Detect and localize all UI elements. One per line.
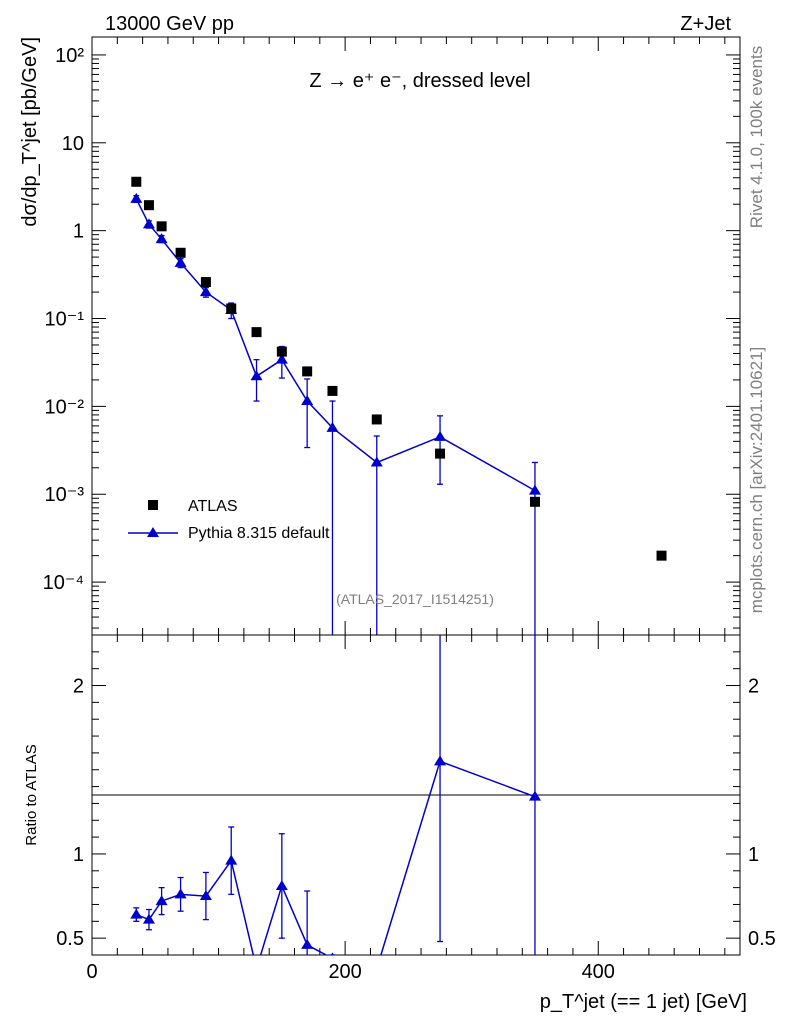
ratio-point (434, 755, 447, 766)
atlas-point (226, 303, 237, 314)
main-y-tick-labels: 10⁻⁴ 10⁻³ 10⁻² 10⁻¹ 1 10 10² (43, 45, 85, 594)
main-y-axis-label: dσ/dp_T^jet [pb/GeV] (19, 37, 41, 227)
atlas-point (371, 414, 382, 425)
ratio-point (155, 895, 168, 906)
ratio-point (330, 952, 335, 955)
main-ytick-label: 10² (55, 45, 84, 67)
header-left-label: 13000 GeV pp (105, 13, 234, 35)
ratio-curve-line (136, 760, 536, 955)
ratio-y-axis-label: Ratio to ATLAS (23, 744, 40, 845)
pythia-point (370, 456, 383, 467)
legend-pythia-label: Pythia 8.315 default (188, 525, 330, 542)
atlas-point (276, 346, 287, 357)
ratio-point (199, 890, 212, 901)
pythia-point (199, 286, 212, 297)
ratio-point (275, 879, 288, 890)
main-title: Z → e⁺ e⁻, dressed level (309, 70, 530, 92)
ratio-ytick-label-right: 2 (748, 676, 759, 698)
pythia-point (326, 421, 339, 432)
pythia-point (174, 256, 187, 267)
atlas-point (251, 327, 262, 338)
main-panel: 10⁻⁴ 10⁻³ 10⁻² 10⁻¹ 1 10 10² Z → e⁺ e⁻, dresse… (19, 36, 741, 636)
main-ytick-label: 1 (73, 221, 84, 243)
ratio-point (251, 962, 263, 972)
pythia-point (130, 192, 143, 203)
ratio-y-tick-labels: 0.5 0.5 1 1 2 2 (56, 676, 776, 951)
pythia-point (142, 218, 155, 229)
x-axis-label: p_T^jet (== 1 jet) [GeV] (540, 991, 747, 1013)
ratio-ytick-label-right: 0.5 (748, 928, 776, 950)
x-tick-label: 400 (582, 961, 615, 983)
ratio-point (528, 790, 541, 801)
atlas-point (656, 550, 667, 561)
ratio-ytick-label-right: 1 (748, 844, 759, 866)
x-tick-label: 200 (328, 961, 361, 983)
ratio-point (174, 888, 187, 899)
main-data-marks (130, 176, 667, 635)
legend-atlas-marker (148, 500, 158, 510)
header-right-label: Z+Jet (680, 13, 731, 35)
atlas-point (529, 496, 540, 507)
legend-atlas-label: ATLAS (188, 498, 238, 515)
atlas-point (143, 200, 154, 211)
atlas-point (327, 385, 338, 396)
x-tick-label: 0 (86, 961, 97, 983)
pythia-point (301, 395, 314, 406)
atlas-point (200, 277, 211, 288)
mcplots-label: mcplots.cern.ch [arXiv:2401.10621] (747, 347, 766, 613)
pythia-point (155, 233, 168, 244)
atlas-point (175, 247, 186, 258)
atlas-point (156, 221, 167, 232)
ratio-point (225, 854, 238, 865)
legend: ATLAS Pythia 8.315 default (128, 498, 330, 542)
ratio-point (371, 962, 383, 972)
pythia-point (275, 353, 288, 364)
ratio-panel: 0.5 0.5 1 1 2 2 0 200 400 Ratio to ATLAS p_T^je… (23, 634, 776, 1013)
main-ytick-label: 10⁻⁴ (43, 572, 84, 594)
atlas-point (131, 176, 142, 187)
pythia-curve-line (135, 198, 536, 492)
ratio-ytick-label-left: 2 (73, 676, 84, 698)
atlas-point (435, 448, 446, 459)
main-ytick-label: 10 (62, 133, 84, 155)
ratio-ytick-label-left: 1 (73, 844, 84, 866)
ratio-ytick-label-left: 0.5 (56, 928, 84, 950)
ratio-data-marks (130, 635, 541, 972)
main-ytick-label: 10⁻² (45, 396, 85, 418)
main-plot-frame (91, 36, 741, 636)
ratio-point (142, 913, 155, 924)
ratio-point (301, 938, 314, 949)
analysis-id-label: (ATLAS_2017_I1514251) (336, 591, 494, 607)
main-axis-ticks (91, 37, 740, 635)
pythia-point (250, 370, 263, 381)
ratio-point (130, 908, 143, 919)
main-ytick-label: 10⁻³ (45, 484, 85, 506)
main-ytick-label: 10⁻¹ (45, 309, 85, 331)
legend-pythia-marker (147, 527, 159, 537)
x-tick-labels: 0 200 400 (86, 961, 615, 983)
pythia-point (434, 430, 447, 441)
atlas-point (302, 366, 313, 377)
rivet-version-label: Rivet 4.1.0, 100k events (747, 46, 766, 228)
pythia-point (528, 484, 541, 495)
